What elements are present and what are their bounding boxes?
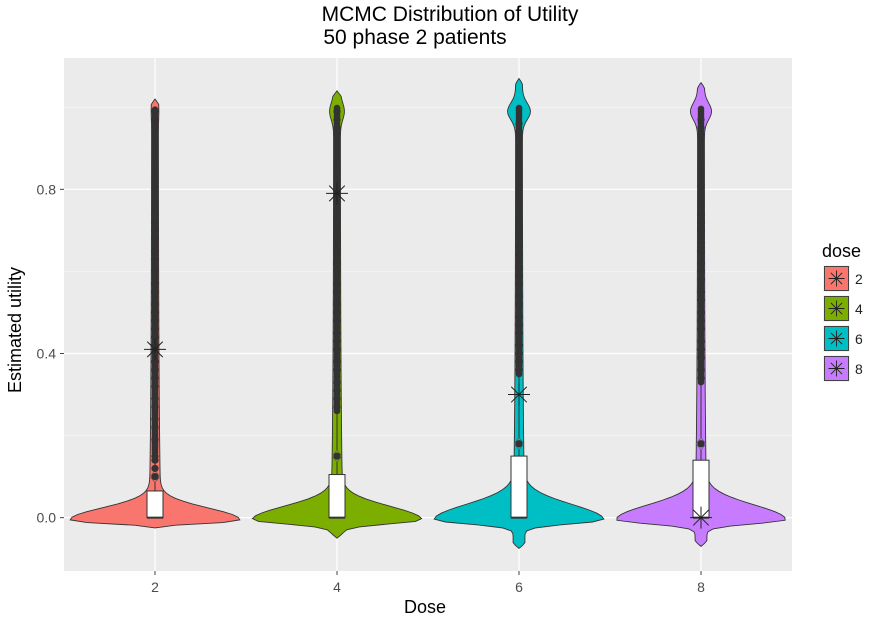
outlier-point [515, 104, 523, 112]
box-iqr [146, 490, 164, 519]
mean-marker [144, 338, 166, 361]
mean-marker [690, 506, 712, 529]
outlier-point [151, 464, 159, 472]
violin-group-dose-6 [433, 77, 605, 550]
violin-group-dose-2 [69, 98, 241, 529]
legend-item-dose-8: 8 [823, 355, 863, 382]
y-tick-label: 0.8 [37, 181, 57, 197]
legend-title: dose [822, 241, 862, 261]
x-tick-label: 4 [333, 579, 341, 595]
outlier-point [515, 440, 523, 448]
chart-subtitle: 50 phase 2 patients [323, 26, 507, 49]
legend-key-star [828, 330, 845, 347]
outlier-point [333, 452, 341, 460]
mean-marker [508, 383, 530, 406]
legend: 2 4 6 8 [823, 265, 863, 382]
legend-label: 6 [855, 331, 863, 347]
outlier-point [697, 440, 705, 448]
y-tick-label: 0.0 [37, 510, 57, 526]
x-tick-label: 2 [151, 579, 159, 595]
x-axis-title: Dose [403, 597, 447, 617]
legend-label: 4 [855, 301, 863, 317]
chart-title: MCMC Distribution of Utility [321, 3, 579, 26]
legend-key-star [828, 300, 845, 317]
violin-group-dose-4 [251, 90, 423, 539]
y-tick-label: 0.4 [37, 345, 57, 361]
outlier-point [151, 106, 159, 114]
x-tick-label: 6 [515, 579, 523, 595]
mean-marker [326, 182, 348, 205]
box-iqr [510, 455, 528, 519]
plot-panel [64, 58, 792, 571]
legend-label: 8 [855, 361, 863, 377]
chart-marks [69, 77, 786, 550]
outlier-point [697, 105, 705, 113]
legend-item-dose-6: 6 [823, 325, 863, 352]
violin-group-dose-8 [616, 81, 786, 547]
legend-item-dose-2: 2 [823, 265, 863, 292]
legend-item-dose-4: 4 [823, 295, 863, 322]
outlier-point [333, 104, 341, 112]
legend-label: 2 [855, 271, 863, 287]
legend-key-star [828, 270, 845, 287]
box-iqr [328, 474, 346, 519]
outlier-point [151, 473, 159, 481]
x-tick-label: 8 [697, 579, 705, 595]
axes: 0.0 0.4 0.8 2 4 6 8 [37, 181, 706, 595]
legend-key-star [828, 360, 845, 377]
